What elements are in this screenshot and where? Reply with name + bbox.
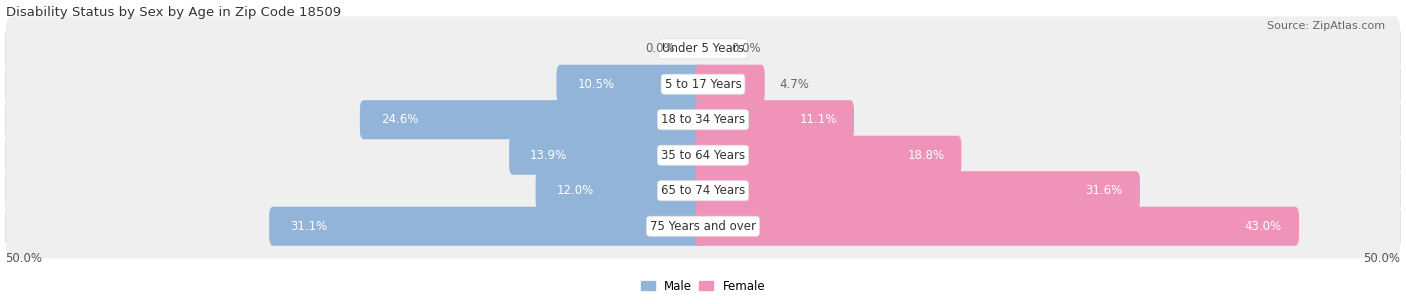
FancyBboxPatch shape [696,136,962,175]
FancyBboxPatch shape [696,207,1299,246]
Text: 0.0%: 0.0% [731,42,761,55]
Text: 0.0%: 0.0% [645,42,675,55]
FancyBboxPatch shape [557,65,707,104]
Text: 18.8%: 18.8% [907,149,945,162]
FancyBboxPatch shape [6,88,1400,152]
Text: 65 to 74 Years: 65 to 74 Years [661,184,745,197]
FancyBboxPatch shape [360,100,707,139]
Text: 12.0%: 12.0% [557,184,593,197]
Text: 31.1%: 31.1% [290,220,328,233]
Text: 35 to 64 Years: 35 to 64 Years [661,149,745,162]
Text: 50.0%: 50.0% [6,252,42,265]
FancyBboxPatch shape [6,158,1400,223]
FancyBboxPatch shape [696,171,1140,210]
FancyBboxPatch shape [6,104,1400,136]
FancyBboxPatch shape [6,16,1400,81]
FancyBboxPatch shape [696,100,853,139]
FancyBboxPatch shape [6,33,1400,65]
FancyBboxPatch shape [509,136,707,175]
FancyBboxPatch shape [6,68,1400,100]
FancyBboxPatch shape [536,171,707,210]
Text: 24.6%: 24.6% [381,113,418,126]
FancyBboxPatch shape [6,194,1400,258]
Text: 50.0%: 50.0% [1364,252,1400,265]
Text: 31.6%: 31.6% [1085,184,1123,197]
FancyBboxPatch shape [6,52,1400,116]
FancyBboxPatch shape [6,123,1400,188]
Text: 43.0%: 43.0% [1244,220,1282,233]
Text: 11.1%: 11.1% [800,113,837,126]
Legend: Male, Female: Male, Female [636,275,770,297]
Text: 5 to 17 Years: 5 to 17 Years [665,78,741,91]
FancyBboxPatch shape [6,174,1400,207]
Text: Disability Status by Sex by Age in Zip Code 18509: Disability Status by Sex by Age in Zip C… [6,5,340,19]
Text: 13.9%: 13.9% [530,149,567,162]
Text: 4.7%: 4.7% [780,78,810,91]
FancyBboxPatch shape [269,207,707,246]
FancyBboxPatch shape [696,65,765,104]
FancyBboxPatch shape [6,210,1400,242]
Text: 75 Years and over: 75 Years and over [650,220,756,233]
FancyBboxPatch shape [6,139,1400,171]
Text: 10.5%: 10.5% [578,78,614,91]
Text: 18 to 34 Years: 18 to 34 Years [661,113,745,126]
Text: Source: ZipAtlas.com: Source: ZipAtlas.com [1267,21,1385,31]
Text: Under 5 Years: Under 5 Years [662,42,744,55]
